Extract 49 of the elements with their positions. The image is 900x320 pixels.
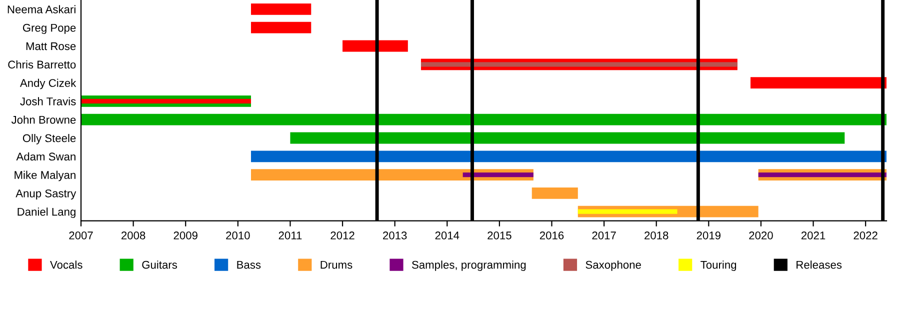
legend-label: Bass: [237, 260, 261, 269]
x-tick-label: 2014: [435, 232, 460, 240]
legend-label: Saxophone: [586, 260, 641, 271]
x-tick-label: 2017: [592, 232, 616, 240]
bar: [81, 114, 886, 126]
x-tick-label: 2013: [383, 232, 407, 240]
x-tick-label: 2016: [540, 232, 564, 240]
x-tick-label: 2011: [278, 232, 302, 240]
y-tick-label: Olly Steele: [22, 134, 76, 144]
y-tick-label: John Browne: [11, 116, 76, 124]
x-tick-label: 2019: [696, 232, 720, 240]
bar: [250, 3, 312, 15]
x-tick-label: 2021: [801, 232, 826, 240]
bar: [758, 172, 886, 178]
x-tick-label: 2012: [330, 232, 354, 240]
legend-label: Samples, programming: [412, 260, 526, 271]
legend-label: Touring: [700, 260, 736, 271]
x-tick-label: 2010: [226, 232, 250, 240]
bar: [750, 77, 886, 89]
y-tick-label: Chris Barretto: [8, 60, 76, 69]
legend-label: Drums: [320, 260, 352, 269]
x-tick-label: 2015: [488, 232, 512, 240]
x-tick-label: 2008: [122, 232, 146, 240]
y-tick-label: Daniel Lang: [18, 208, 76, 218]
bar: [578, 209, 678, 214]
x-tick-label: 2020: [749, 232, 773, 240]
legend-label: Guitars: [142, 260, 178, 269]
legend-label: Releases: [796, 260, 842, 269]
y-tick-label: Anup Sastry: [16, 189, 76, 200]
bar: [290, 132, 845, 144]
x-tick-label: 2022: [854, 232, 878, 240]
legend-label: Vocals: [50, 260, 82, 269]
y-tick-label: Adam Swan: [16, 152, 76, 161]
x-tick-label: 2009: [174, 232, 198, 240]
y-tick-label: Greg Pope: [22, 24, 76, 34]
x-tick-label: 2018: [644, 232, 668, 240]
bar: [462, 172, 534, 178]
bar: [532, 187, 578, 199]
bar: [342, 40, 408, 52]
bar: [420, 62, 738, 67]
bar: [81, 98, 251, 104]
x-tick-label: 2007: [69, 232, 93, 240]
y-tick-label: Matt Rose: [26, 42, 76, 50]
bar: [250, 22, 312, 34]
bar: [250, 150, 886, 162]
y-tick-label: Josh Travis: [20, 97, 76, 106]
y-tick-label: Mike Malyan: [14, 170, 76, 182]
y-tick-label: Andy Cizek: [20, 78, 76, 90]
y-tick-label: Neema Askari: [8, 5, 76, 14]
